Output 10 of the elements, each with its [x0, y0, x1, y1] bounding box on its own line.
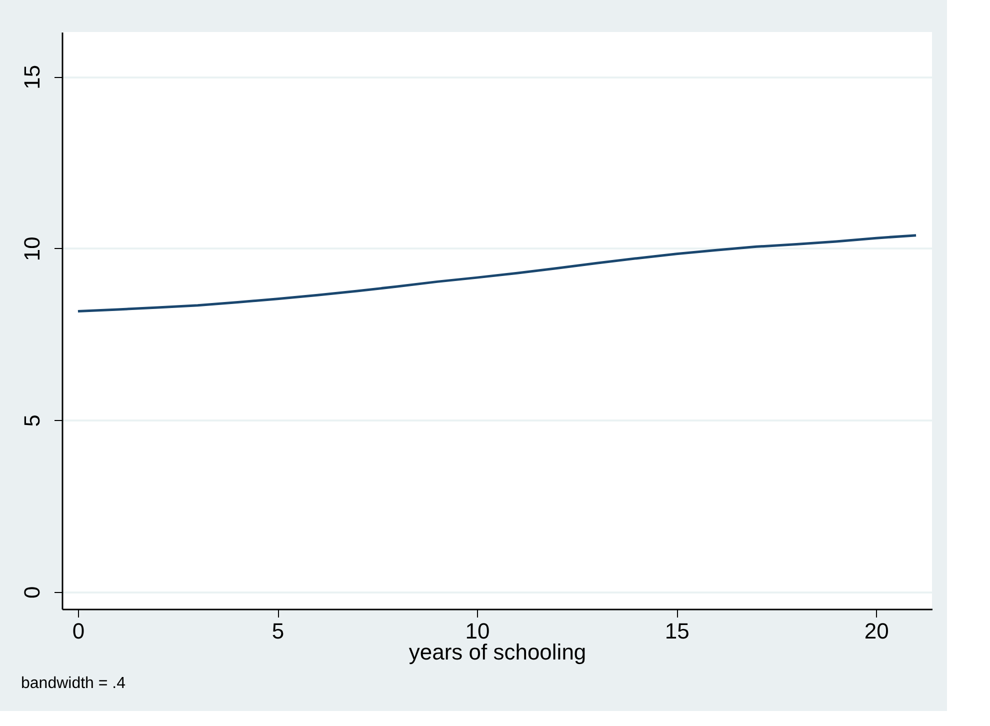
y-tick-label: 5: [20, 414, 44, 427]
text: bandwidth = .4: [21, 675, 126, 692]
line-series: [76, 234, 918, 312]
x-tick-label: 5: [272, 618, 284, 644]
y-tick-label: 10: [20, 236, 44, 262]
y-tick-label: 15: [20, 64, 44, 90]
x-tick-label: 15: [664, 618, 690, 644]
x-tick-label: 20: [864, 618, 889, 644]
y-tick-label: 0: [20, 586, 44, 598]
x-tick-label: 0: [72, 618, 85, 644]
